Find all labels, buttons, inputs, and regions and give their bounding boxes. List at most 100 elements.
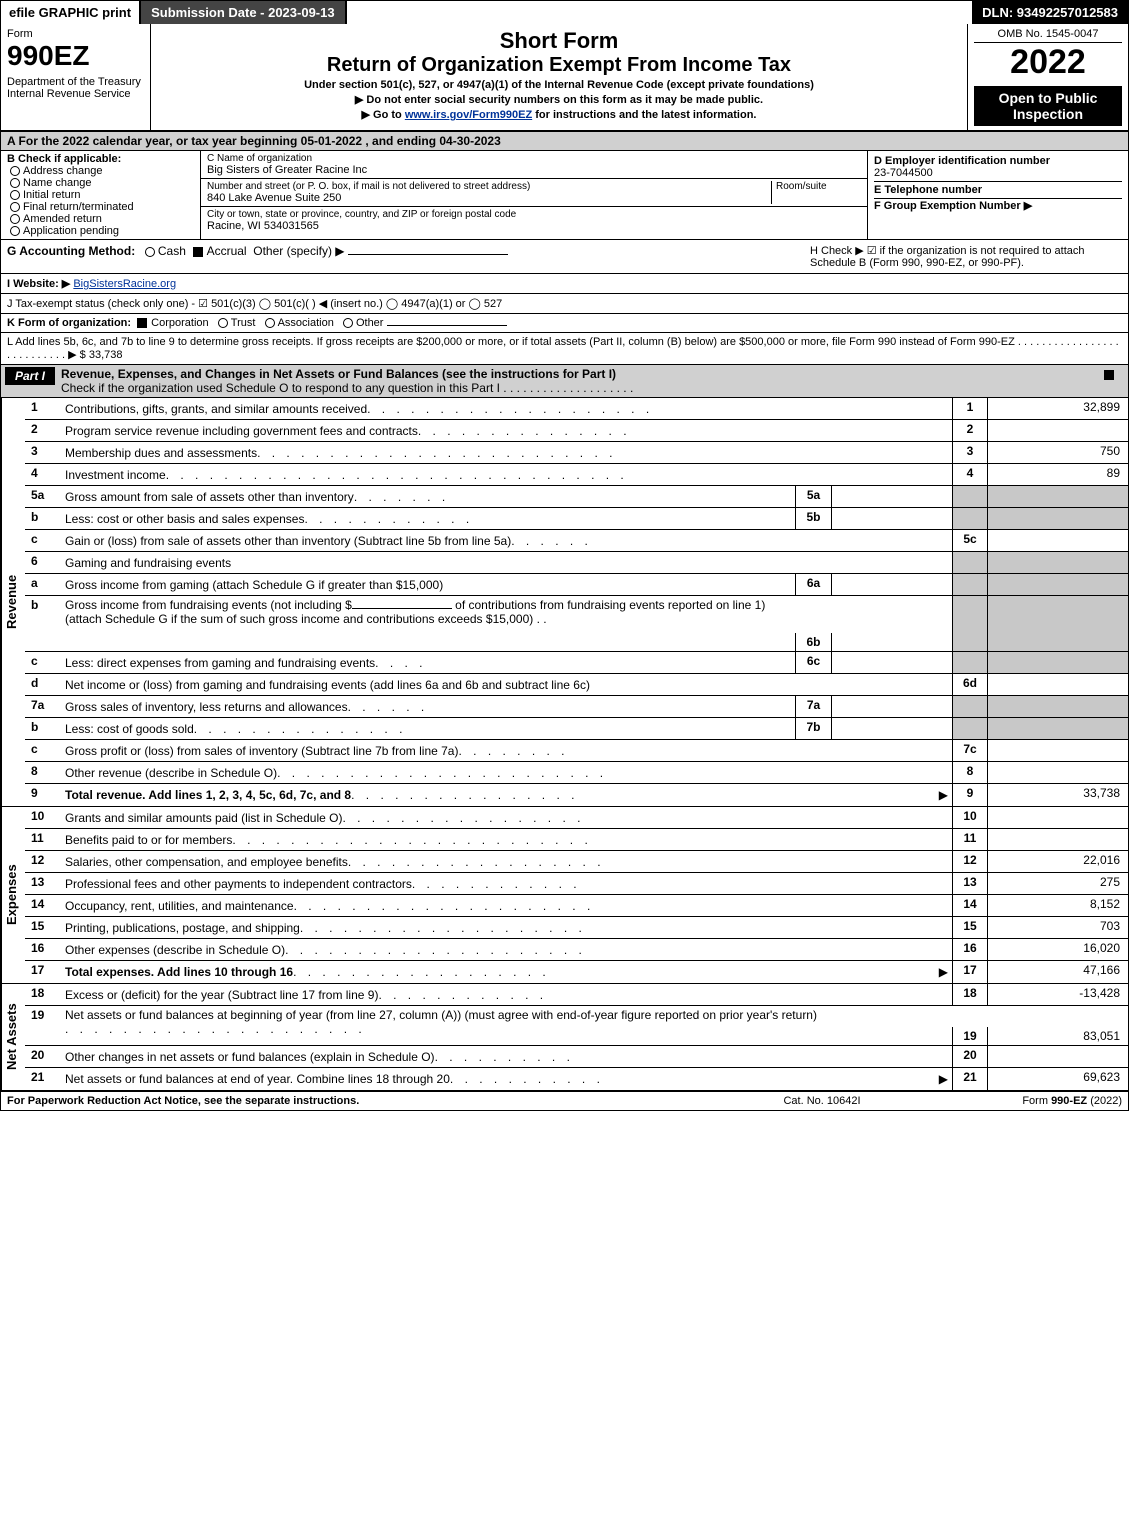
city-label: City or town, state or province, country… (207, 209, 861, 220)
opt-address-change[interactable]: Address change (7, 165, 194, 177)
line-15: 15Printing, publications, postage, and s… (25, 917, 1128, 939)
ein-label: D Employer identification number (874, 155, 1122, 167)
efile-label[interactable]: efile GRAPHIC print (1, 1, 141, 24)
form-word: Form (7, 28, 144, 40)
netassets-side-label: Net Assets (1, 984, 25, 1090)
k-corp-check[interactable] (137, 318, 147, 328)
section-bcd: B Check if applicable: Address change Na… (1, 151, 1128, 240)
line-16: 16Other expenses (describe in Schedule O… (25, 939, 1128, 961)
line-j: J Tax-exempt status (check only one) - ☑… (1, 294, 1128, 314)
amt-17: 47,166 (988, 961, 1128, 983)
line-g-h: G Accounting Method: Cash Accrual Other … (1, 240, 1128, 274)
subtitle-2: ▶ Do not enter social security numbers o… (159, 93, 959, 106)
amt-9: 33,738 (988, 784, 1128, 806)
subtitle-3: ▶ Go to www.irs.gov/Form990EZ for instru… (159, 108, 959, 121)
name-label: C Name of organization (207, 153, 861, 164)
website-link[interactable]: BigSistersRacine.org (73, 278, 176, 290)
amt-19: 83,051 (988, 1027, 1128, 1045)
amt-8 (988, 762, 1128, 783)
amt-5c (988, 530, 1128, 551)
g-label: G Accounting Method: (7, 244, 135, 258)
line-7a: 7aGross sales of inventory, less returns… (25, 696, 1128, 718)
tel-label: E Telephone number (874, 184, 1122, 196)
title-return: Return of Organization Exempt From Incom… (159, 54, 959, 77)
org-name: Big Sisters of Greater Racine Inc (207, 164, 861, 176)
org-address: 840 Lake Avenue Suite 250 (207, 192, 771, 204)
line-10: 10Grants and similar amounts paid (list … (25, 807, 1128, 829)
opt-amended[interactable]: Amended return (7, 213, 194, 225)
line-4: 4Investment income . . . . . . . . . . .… (25, 464, 1128, 486)
line-5b: bLess: cost or other basis and sales exp… (25, 508, 1128, 530)
form-header: Form 990EZ Department of the Treasury In… (1, 24, 1128, 132)
section-b-label: B Check if applicable: (7, 153, 194, 165)
line-6c: cLess: direct expenses from gaming and f… (25, 652, 1128, 674)
room-label: Room/suite (776, 181, 861, 192)
amt-20 (988, 1046, 1128, 1067)
amt-12: 22,016 (988, 851, 1128, 872)
group-label: F Group Exemption Number ▶ (874, 199, 1122, 212)
amt-13: 275 (988, 873, 1128, 894)
opt-name-change[interactable]: Name change (7, 177, 194, 189)
title-short-form: Short Form (159, 28, 959, 54)
line-6a: aGross income from gaming (attach Schedu… (25, 574, 1128, 596)
dln-label: DLN: 93492257012583 (972, 1, 1128, 24)
paperwork-notice: For Paperwork Reduction Act Notice, see … (7, 1095, 722, 1107)
amt-7c (988, 740, 1128, 761)
accrual-check[interactable] (193, 247, 203, 257)
k-other-radio[interactable] (343, 318, 353, 328)
line-13: 13Professional fees and other payments t… (25, 873, 1128, 895)
revenue-side-label: Revenue (1, 398, 25, 806)
opt-initial-return[interactable]: Initial return (7, 189, 194, 201)
gross-receipts: 33,738 (89, 349, 123, 361)
line-l: L Add lines 5b, 6c, and 7b to line 9 to … (1, 333, 1128, 365)
part-i-check[interactable] (1104, 370, 1114, 380)
line-14: 14Occupancy, rent, utilities, and mainte… (25, 895, 1128, 917)
line-7b: bLess: cost of goods sold . . . . . . . … (25, 718, 1128, 740)
line-6b: bGross income from fundraising events (n… (25, 596, 1128, 652)
line-5a: 5aGross amount from sale of assets other… (25, 486, 1128, 508)
line-20: 20Other changes in net assets or fund ba… (25, 1046, 1128, 1068)
line-6: 6Gaming and fundraising events (25, 552, 1128, 574)
line-11: 11Benefits paid to or for members . . . … (25, 829, 1128, 851)
amt-15: 703 (988, 917, 1128, 938)
submission-date: Submission Date - 2023-09-13 (141, 1, 347, 24)
amt-16: 16,020 (988, 939, 1128, 960)
omb-number: OMB No. 1545-0047 (974, 28, 1122, 43)
addr-label: Number and street (or P. O. box, if mail… (207, 181, 771, 192)
line-2: 2Program service revenue including gover… (25, 420, 1128, 442)
amt-11 (988, 829, 1128, 850)
expenses-side-label: Expenses (1, 807, 25, 983)
form-number: 990EZ (7, 40, 144, 72)
tax-year: 2022 (974, 43, 1122, 82)
line-i: I Website: ▶ BigSistersRacine.org (1, 274, 1128, 294)
k-assoc-radio[interactable] (265, 318, 275, 328)
cat-no: Cat. No. 10642I (722, 1095, 922, 1107)
irs-link[interactable]: www.irs.gov/Form990EZ (405, 109, 532, 121)
top-bar: efile GRAPHIC print Submission Date - 20… (1, 1, 1128, 24)
part-i-subtitle: Check if the organization used Schedule … (61, 381, 633, 395)
org-city: Racine, WI 534031565 (207, 220, 861, 232)
opt-pending[interactable]: Application pending (7, 225, 194, 237)
cash-radio[interactable] (145, 247, 155, 257)
amt-18: -13,428 (988, 984, 1128, 1005)
amt-6d (988, 674, 1128, 695)
amt-1: 32,899 (988, 398, 1128, 419)
section-a: A For the 2022 calendar year, or tax yea… (1, 132, 1128, 151)
line-7c: cGross profit or (loss) from sales of in… (25, 740, 1128, 762)
open-public: Open to Public Inspection (974, 86, 1122, 126)
part-i-header: Part I Revenue, Expenses, and Changes in… (1, 365, 1128, 398)
amt-2 (988, 420, 1128, 441)
line-18: 18Excess or (deficit) for the year (Subt… (25, 984, 1128, 1006)
line-3: 3Membership dues and assessments . . . .… (25, 442, 1128, 464)
part-i-title: Revenue, Expenses, and Changes in Net As… (61, 367, 616, 381)
line-k: K Form of organization: Corporation Trus… (1, 314, 1128, 333)
line-8: 8Other revenue (describe in Schedule O) … (25, 762, 1128, 784)
k-trust-radio[interactable] (218, 318, 228, 328)
line-1: 1Contributions, gifts, grants, and simil… (25, 398, 1128, 420)
line-19: 19Net assets or fund balances at beginni… (25, 1006, 1128, 1046)
amt-4: 89 (988, 464, 1128, 485)
page-footer: For Paperwork Reduction Act Notice, see … (1, 1092, 1128, 1110)
line-6d: dNet income or (loss) from gaming and fu… (25, 674, 1128, 696)
opt-final-return[interactable]: Final return/terminated (7, 201, 194, 213)
form-footer: Form 990-EZ (2022) (922, 1095, 1122, 1107)
